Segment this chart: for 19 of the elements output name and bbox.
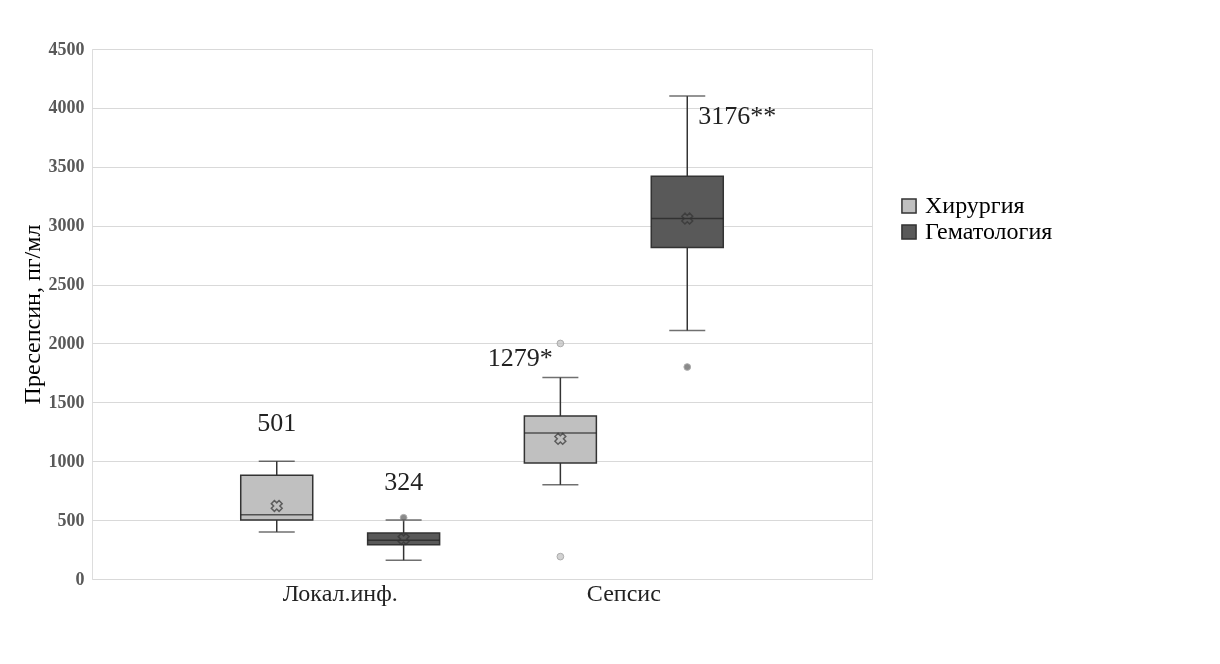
y-axis-title: Пресепсин, пг/мл (18, 224, 45, 405)
y-tick-label: 500 (57, 509, 85, 530)
y-tick-label: 0 (75, 568, 85, 589)
y-tick-label: 1500 (48, 391, 85, 412)
y-tick-label: 3500 (48, 156, 85, 177)
legend-label: Хирургия (925, 192, 1025, 218)
x-tick-label: Локал.инф. (282, 579, 398, 606)
y-tick-label: 2000 (48, 332, 85, 353)
y-tick-label: 2500 (48, 274, 85, 295)
annotation: 3176** (698, 101, 777, 131)
y-tick-label: 1000 (48, 450, 85, 471)
y-tick-label: 3000 (48, 215, 85, 236)
annotation: 1279* (487, 342, 553, 372)
y-tick-label: 4500 (48, 38, 85, 59)
annotation: 324 (384, 467, 424, 497)
y-tick-label: 4000 (48, 97, 85, 118)
x-tick-label: Сепсис (586, 579, 661, 606)
annotation: 501 (257, 408, 297, 438)
legend-label: Гематология (925, 218, 1053, 244)
